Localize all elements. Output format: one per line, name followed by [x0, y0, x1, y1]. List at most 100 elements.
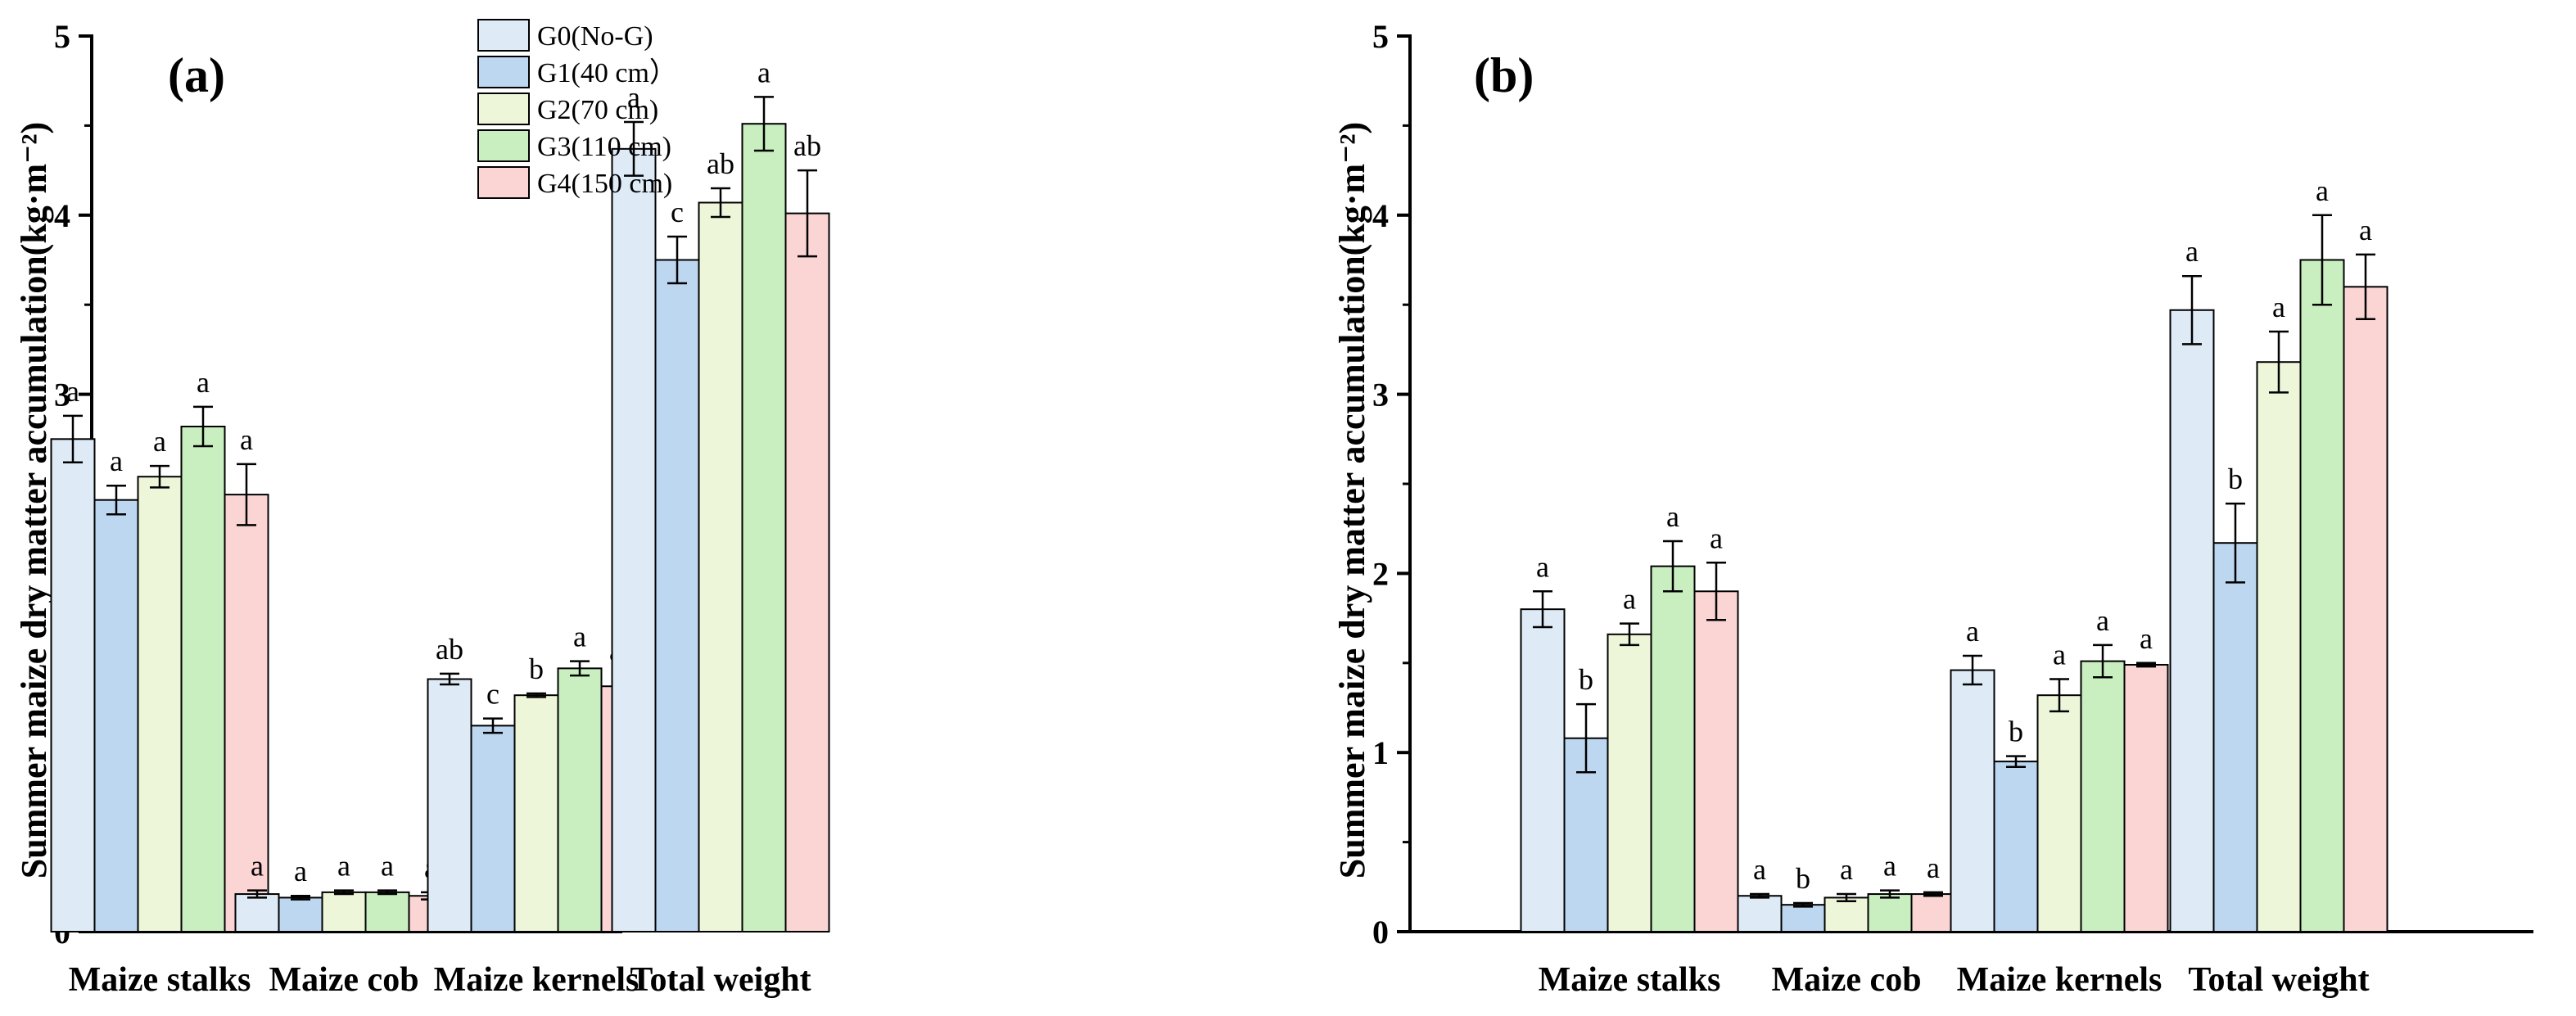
x-tick-label: Maize stalks [1539, 961, 1721, 999]
significance-label: a [573, 621, 586, 653]
significance-label: b [2009, 716, 2023, 748]
legend: G0(No-G) G1(40 cm） G2(70 cm) G3(110 cm) G4(1… [477, 19, 677, 199]
x-tick-label: Maize kernels [1957, 961, 2162, 999]
panel-label: (a) [168, 48, 225, 102]
significance-label: a [1536, 550, 1549, 583]
significance-label: a [2185, 235, 2199, 268]
significance-label: a [1666, 500, 1679, 533]
significance-label: a [66, 375, 79, 408]
legend-swatch [477, 19, 530, 52]
significance-label: a [240, 423, 253, 456]
bar-G3-maize-cob [1867, 893, 1913, 933]
significance-label: a [1710, 522, 1723, 554]
significance-label: a [2140, 622, 2153, 655]
y-tick-label: 1 [1372, 734, 1389, 771]
legend-label: G3(110 cm) [537, 132, 671, 162]
bar-G3-maize-kernels [2080, 660, 2126, 932]
significance-label: a [627, 81, 640, 114]
bar-G1-maize-kernels [470, 725, 516, 932]
significance-label: a [153, 425, 166, 458]
significance-label: a [2359, 214, 2372, 246]
significance-label: a [251, 850, 264, 883]
significance-label: ab [707, 147, 734, 180]
legend-swatch [477, 129, 530, 162]
bar-G0-maize-stalks [50, 438, 96, 932]
y-tick-label: 2 [1372, 555, 1389, 592]
bar-G1-maize-stalks [93, 499, 139, 932]
bar-G2-maize-kernels [513, 694, 559, 933]
significance-label: a [1840, 853, 1853, 886]
bar-G0-maize-cob [1737, 895, 1783, 932]
legend-label: G1(40 cm） [537, 57, 677, 88]
bar-G4-maize-stalks [224, 494, 269, 932]
significance-label: ab [436, 633, 463, 666]
legend-swatch [477, 56, 530, 88]
y-tick-label: 5 [54, 18, 70, 55]
bar-G3-maize-stalks [180, 425, 226, 932]
bar-G0-total-weight [611, 147, 657, 932]
significance-label: c [486, 678, 499, 711]
y-tick-label: 4 [1372, 197, 1389, 234]
bar-G2-maize-cob [321, 891, 367, 933]
y-tick-label: 3 [1372, 377, 1389, 413]
bar-G1-total-weight [2212, 542, 2258, 932]
significance-label: a [1753, 853, 1766, 886]
bar-G4-maize-kernels [2123, 663, 2169, 932]
significance-label: a [1623, 583, 1636, 616]
bar-G1-maize-cob [1780, 904, 1826, 933]
y-tick-label: 5 [1372, 18, 1389, 55]
bar-G0-maize-cob [234, 893, 280, 933]
bar-G2-maize-kernels [2036, 694, 2082, 933]
bar-G4-maize-cob [1910, 893, 1956, 933]
chart-panel-b: 0 1 2 3 4 5 Summer maize dry matter accumulati… [1332, 18, 2533, 999]
significance-label: a [381, 850, 394, 883]
significance-label: ab [793, 129, 821, 162]
bar-G3-maize-kernels [557, 667, 603, 932]
x-tick-label: Total weight [630, 961, 811, 999]
bar-G2-maize-cob [1824, 896, 1869, 932]
bar-G0-maize-kernels [427, 678, 472, 932]
legend-label: G4(150 cm) [537, 169, 672, 199]
significance-label: c [671, 196, 684, 228]
significance-label: a [757, 56, 771, 88]
y-tick-label: 4 [54, 197, 70, 234]
bar-G4-total-weight [2343, 286, 2388, 932]
significance-label: a [2053, 638, 2066, 671]
significance-label: b [1796, 862, 1810, 895]
bar-G1-maize-kernels [1993, 761, 2039, 933]
significance-label: b [2228, 463, 2243, 495]
legend-label: G2(70 cm) [537, 95, 658, 125]
bar-G2-total-weight [698, 201, 743, 932]
legend-swatch [477, 93, 530, 125]
significance-label: b [529, 652, 544, 685]
panel-label: (b) [1474, 48, 1534, 102]
x-tick-label: Maize cob [269, 961, 418, 999]
legend-label: G0(No-G) [537, 21, 653, 52]
significance-label: a [1883, 850, 1896, 883]
significance-label: a [110, 445, 123, 477]
legend-swatch [477, 166, 530, 199]
significance-label: b [1579, 663, 1593, 696]
significance-label: a [1927, 851, 1940, 884]
bar-G0-total-weight [2169, 309, 2215, 933]
significance-label: a [1966, 615, 1979, 648]
x-tick-label: Maize kernels [434, 961, 639, 999]
y-tick-label: 0 [1372, 914, 1389, 951]
y-axis-label: Summer maize dry matter accumulation(kg·… [1332, 122, 1372, 878]
bar-G0-maize-kernels [1950, 669, 1995, 932]
bar-G1-maize-cob [278, 896, 323, 932]
bar-G3-maize-stalks [1650, 565, 1696, 932]
bar-G2-maize-stalks [1607, 633, 1652, 932]
x-tick-label: Total weight [2188, 961, 2369, 999]
bar-G3-total-weight [2299, 259, 2345, 932]
x-tick-label: Maize cob [1771, 961, 1921, 999]
bar-G3-total-weight [741, 123, 787, 933]
significance-label: a [294, 855, 307, 887]
significance-label: a [2272, 291, 2285, 323]
bar-G4-total-weight [784, 212, 830, 932]
bar-G0-maize-stalks [1520, 608, 1566, 932]
y-axis-label: Summer maize dry matter accumulation(kg·… [14, 122, 54, 878]
y-tick-label: 3 [54, 377, 70, 413]
